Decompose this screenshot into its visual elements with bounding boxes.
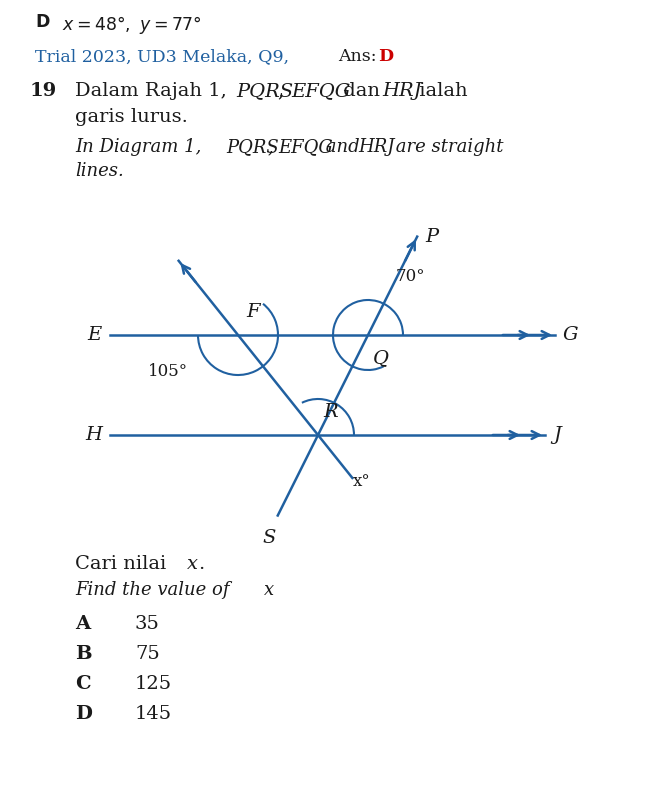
Text: ,: , [278,82,290,100]
Text: 70°: 70° [396,268,425,285]
Text: 145: 145 [135,705,172,723]
Text: garis lurus.: garis lurus. [75,108,188,126]
Text: ialah: ialah [413,82,468,100]
Text: D: D [378,48,393,65]
Text: 19: 19 [30,82,57,100]
Text: dan: dan [337,82,386,100]
Text: x: x [264,581,274,599]
Text: x°: x° [353,473,371,490]
Text: $x = 48°,\ y = 77°$: $x = 48°,\ y = 77°$ [62,14,202,36]
Text: EFQG: EFQG [291,82,350,100]
Text: and: and [320,138,365,156]
Text: D: D [75,705,92,723]
Text: F: F [246,303,259,321]
Text: Find the value of: Find the value of [75,581,235,599]
Text: G: G [563,326,579,344]
Text: P: P [425,228,438,246]
Text: .: . [198,555,204,573]
Text: Dalam Rajah 1,: Dalam Rajah 1, [75,82,233,100]
Text: 125: 125 [135,675,172,693]
Text: 105°: 105° [148,363,188,380]
Text: $\mathbf{D}$: $\mathbf{D}$ [35,14,50,31]
Text: H: H [85,426,102,444]
Text: 75: 75 [135,645,159,663]
Text: lines.: lines. [75,162,124,180]
Text: A: A [75,615,90,633]
Text: HRJ: HRJ [358,138,395,156]
Text: HRJ: HRJ [382,82,421,100]
Text: are straight: are straight [390,138,503,156]
Text: C: C [75,675,90,693]
Text: R: R [323,403,338,421]
Text: E: E [88,326,102,344]
Text: EFQG: EFQG [278,138,333,156]
Text: 35: 35 [135,615,160,633]
Text: B: B [75,645,92,663]
Text: S: S [263,529,276,547]
Text: Trial 2023, UD3 Melaka, Q9,: Trial 2023, UD3 Melaka, Q9, [35,48,295,65]
Text: Cari nilai: Cari nilai [75,555,172,573]
Text: x: x [187,555,198,573]
Text: Q: Q [373,349,389,367]
Text: In Diagram 1,: In Diagram 1, [75,138,207,156]
Text: PQRS: PQRS [226,138,279,156]
Text: J: J [553,426,561,444]
Text: PQRS: PQRS [236,82,293,100]
Text: ,: , [268,138,279,156]
Text: Ans:: Ans: [338,48,382,65]
